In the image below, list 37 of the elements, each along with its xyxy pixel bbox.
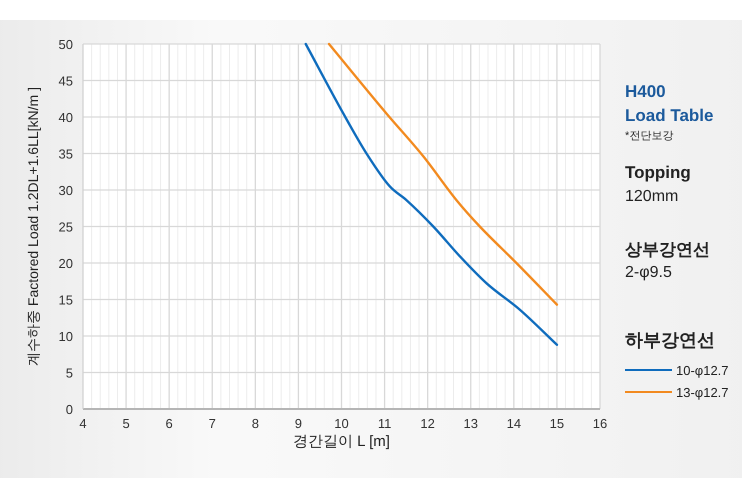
x-tick-label: 5	[122, 416, 130, 431]
x-tick-label: 11	[378, 416, 392, 431]
y-tick-label: 35	[58, 146, 73, 162]
y-tick-label: 45	[58, 74, 73, 88]
x-tick-label: 9	[294, 416, 302, 431]
x-tick-label: 14	[506, 416, 522, 431]
x-tick-label: 10	[334, 416, 349, 431]
x-tick-label: 15	[550, 416, 564, 431]
text: 상부강연선	[625, 240, 710, 259]
y-tick-label: 50	[58, 37, 73, 52]
y-tick-label: 10	[58, 329, 73, 344]
text: H400 Load Table	[625, 82, 714, 125]
y-tick-label: 25	[58, 220, 73, 234]
y-tick-label: 40	[58, 110, 73, 125]
x-tick-label: 4	[79, 416, 87, 431]
y-tick-label: 5	[66, 366, 73, 380]
line-series	[328, 42, 558, 306]
x-tick-label: 7	[208, 416, 216, 431]
y-tick-label: 30	[58, 183, 73, 198]
y-tick-label: 20	[58, 256, 73, 271]
line-series	[304, 42, 558, 346]
text: 2-φ9.5	[625, 264, 672, 281]
text: *전단보강	[625, 130, 674, 142]
text: 120mm	[625, 188, 678, 205]
x-tick-label: 13	[464, 416, 478, 431]
x-tick-label: 12	[420, 416, 435, 431]
x-tick-label: 8	[252, 416, 259, 431]
x-axis-title: 경간길이 L [m]	[293, 433, 390, 450]
legend-label: 13-φ12.7	[676, 385, 729, 400]
y-axis-title: 계수하중 Factored Load 1.2DL+1.6LL[kN/m ]	[25, 87, 41, 366]
legend-title: 하부강연선	[625, 330, 715, 350]
x-tick-label: 6	[166, 416, 173, 431]
y-tick-label: 15	[58, 292, 73, 308]
x-tick-label: 16	[592, 416, 608, 431]
y-tick-label: 0	[66, 402, 73, 417]
legend-label: 10-φ12.7	[676, 363, 729, 378]
text: Topping	[625, 163, 691, 182]
